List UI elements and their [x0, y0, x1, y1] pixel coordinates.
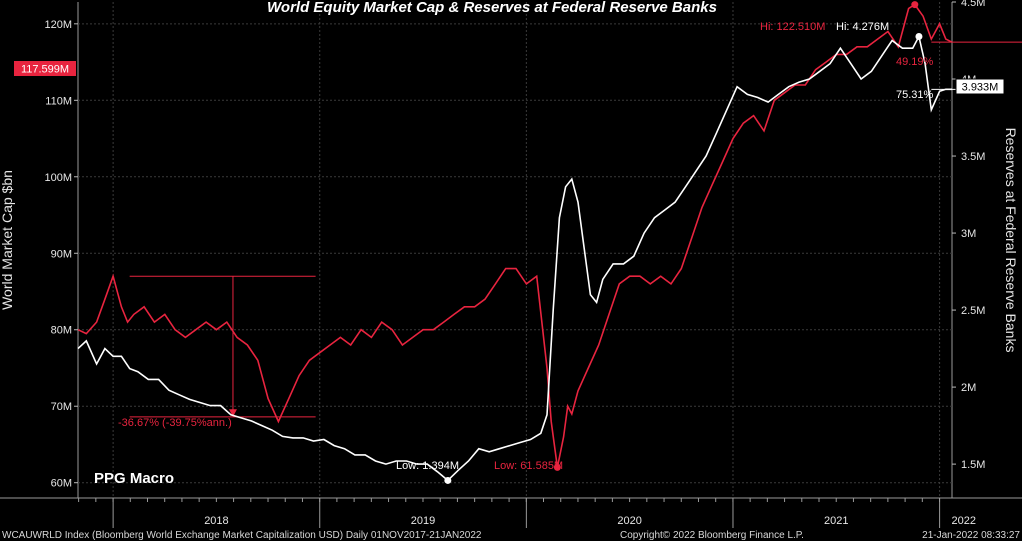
y-left-tick-label: 80M [51, 325, 72, 337]
y-right-tick-label: 3M [961, 228, 976, 240]
y-right-tick-label: 2M [961, 382, 976, 394]
y-right-tick-label: 1.5M [961, 459, 985, 471]
x-axis: 2018 2019 2020 2021 2022 [78, 498, 976, 528]
annotation-hi-white: Hi: 4.276M [836, 21, 889, 33]
annotation-drawdown: -36.67% (-39.75%ann.) [118, 417, 232, 429]
series-line-reserves [77, 34, 952, 482]
chart-title: World Equity Market Cap & Reserves at Fe… [267, 0, 717, 16]
series-line-market-cap [77, 3, 953, 468]
annotation-pct-white: 75.31% [896, 89, 934, 101]
y-right-axis-label: Reserves at Federal Reserve Banks [1003, 128, 1019, 353]
left-last-value-tag [14, 61, 76, 76]
y-left-axis-label: World Market Cap $bn [0, 170, 15, 310]
hi-white-marker [915, 33, 923, 41]
grid [0, 2, 1022, 499]
x-tick-label: 2018 [204, 515, 228, 527]
y-left-tick-label: 120M [44, 19, 72, 31]
footer-center: Copyright© 2022 Bloomberg Finance L.P. [620, 530, 804, 541]
right-last-value-tag [955, 78, 1005, 95]
x-tick-label: 2021 [824, 515, 848, 527]
annotation-pct-red: 49.19% [896, 56, 934, 68]
drawdown-arrow-head [228, 409, 237, 417]
y-left-tick-label: 90M [51, 248, 72, 260]
hi-red-marker [911, 1, 919, 9]
x-tick-label: 2019 [411, 515, 435, 527]
right-last-value: 3.933M [962, 82, 999, 94]
y-left-tick-label: 70M [51, 401, 72, 413]
x-tick-label: 2022 [952, 515, 976, 527]
drawdown-guides [129, 41, 1022, 418]
markers [444, 1, 923, 484]
y-right-tick-label: 2.5M [961, 305, 985, 317]
left-last-value: 117.599M [21, 64, 69, 76]
annotation-low-red: Low: 61.585M [494, 460, 563, 472]
y-right-tick-label: 3.5M [961, 151, 985, 163]
low-white-marker [444, 476, 452, 484]
annotation-low-white: Low: 1.394M [396, 460, 459, 472]
low-red-marker [553, 463, 561, 471]
annotation-hi-red: Hi: 122.510M [760, 21, 825, 33]
y-left-axis-ticks: 60M 70M 80M 90M 100M 110M 120M [44, 19, 78, 490]
y-left-tick-label: 100M [44, 172, 72, 184]
x-tick-label: 2020 [617, 515, 641, 527]
y-right-tick-label: 4.5M [961, 0, 985, 9]
y-left-tick-label: 60M [51, 478, 72, 490]
footer-left: WCAUWRLD Index (Bloomberg World Exchange… [2, 530, 482, 541]
y-left-tick-label: 110M [45, 95, 72, 107]
watermark: PPG Macro [94, 470, 174, 487]
footer-right: 21-Jan-2022 08:33:27 [922, 530, 1020, 541]
